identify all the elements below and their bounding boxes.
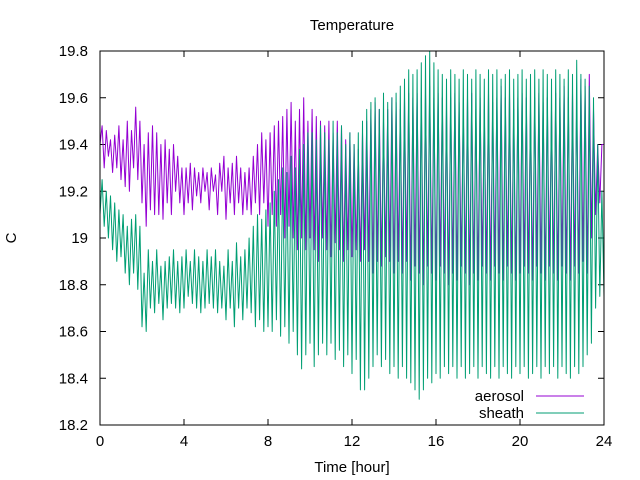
y-tick-label: 19.8 <box>59 43 88 60</box>
y-tick-label: 18.6 <box>59 324 88 341</box>
y-tick-label: 19.4 <box>59 137 88 154</box>
y-axis-label: C <box>3 232 20 243</box>
series-line-sheath <box>99 50 605 400</box>
legend-label-aerosol: aerosol <box>475 388 524 405</box>
legend-label-sheath: sheath <box>479 405 524 422</box>
x-tick-label: 20 <box>512 433 529 450</box>
legend: aerosol sheath <box>475 388 584 422</box>
x-axis-label: Time [hour] <box>314 459 389 476</box>
chart-title: Temperature <box>310 17 394 34</box>
x-tick-label: 4 <box>180 433 188 450</box>
plot-frame <box>99 50 605 426</box>
y-tick-label: 19.6 <box>59 90 88 107</box>
x-tick-label: 8 <box>264 433 272 450</box>
x-tick-label: 16 <box>428 433 445 450</box>
y-tick-label: 19 <box>71 230 88 247</box>
x-tick-label: 0 <box>96 433 104 450</box>
x-tick-label: 24 <box>596 433 613 450</box>
x-tick-label: 12 <box>344 433 361 450</box>
plot-lines <box>99 50 605 400</box>
y-tick-label: 19.2 <box>59 183 88 200</box>
y-tick-label: 18.4 <box>59 370 88 387</box>
y-tick-label: 18.2 <box>59 417 88 434</box>
series-line-aerosol <box>99 73 604 286</box>
y-tick-label: 18.8 <box>59 277 88 294</box>
